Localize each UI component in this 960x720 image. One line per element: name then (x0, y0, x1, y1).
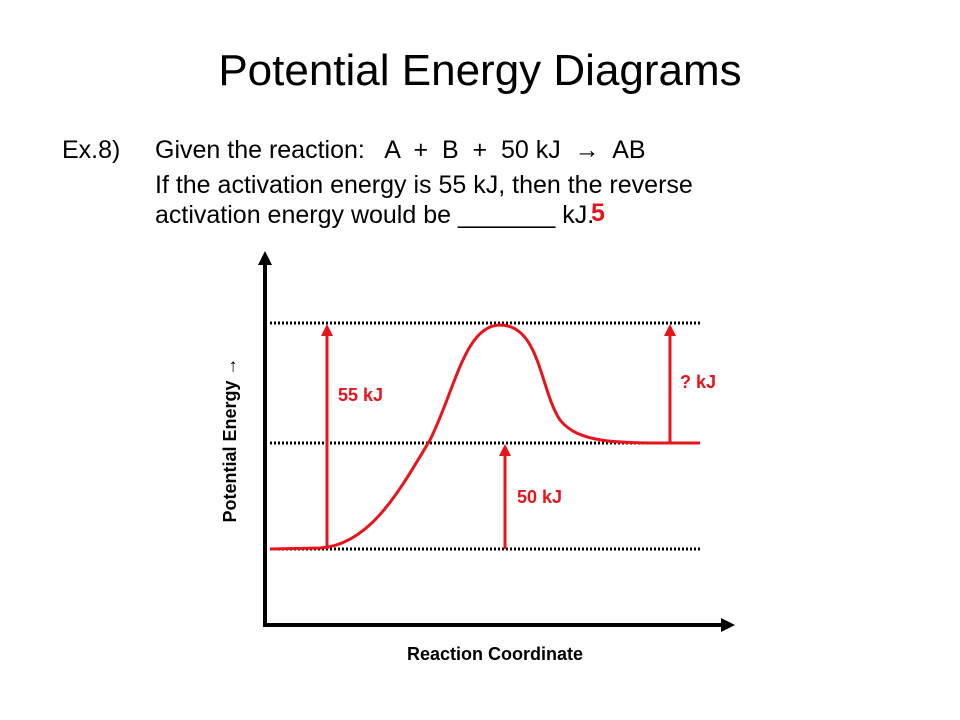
problem-line: If the activation energy is 55 kJ, then … (155, 171, 693, 199)
y-axis-title: Potential Energy → (220, 357, 240, 522)
arrow-label: 50 kJ (517, 487, 562, 507)
problem-line: Given the reaction: A + B + 50 kJ → AB (155, 136, 646, 164)
problem-line: activation energy would be _______ kJ. (155, 201, 594, 229)
energy-curve (269, 323, 701, 551)
answer: 5 (591, 199, 605, 227)
arrow-label: 55 kJ (338, 385, 383, 405)
x-axis-title: Reaction Coordinate (407, 644, 583, 664)
arrow-label: ? kJ (680, 372, 716, 392)
example-label: Ex.8) (62, 136, 120, 164)
slide-title: Potential Energy Diagrams (218, 46, 741, 95)
